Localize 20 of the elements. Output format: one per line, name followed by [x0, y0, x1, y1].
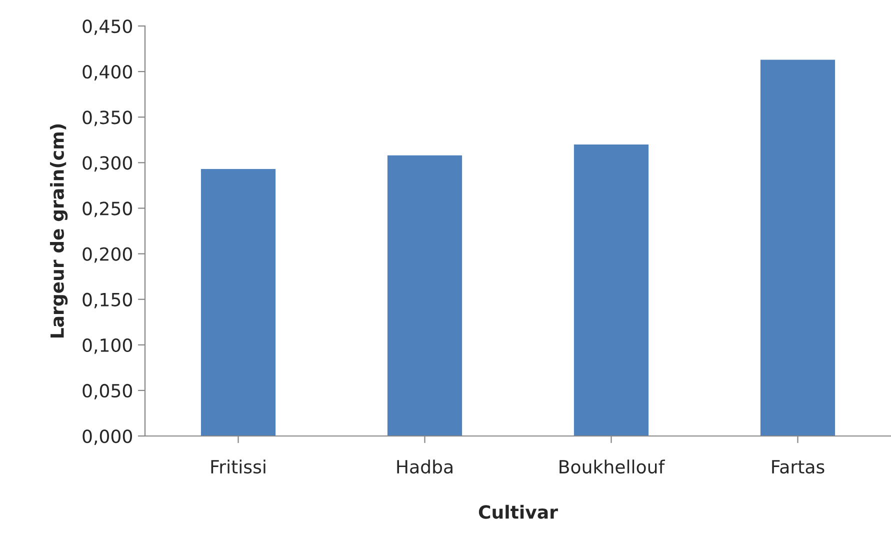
x-tick-label: Boukhellouf [560, 460, 665, 474]
y-tick-label: 0,300 [82, 156, 132, 172]
bar [574, 144, 649, 436]
x-tick-label: Fritissi [211, 460, 266, 474]
y-tick-label: 0,050 [82, 384, 132, 400]
y-tick-label: 0,150 [82, 292, 132, 308]
y-tick-label: 0,350 [82, 110, 132, 126]
bar [387, 155, 462, 436]
y-tick-label: 0,200 [82, 247, 132, 263]
y-tick-label: 0,400 [82, 65, 132, 81]
y-axis-title: Largeur de grain(cm) [50, 124, 68, 338]
x-tick-label: Hadba [397, 460, 452, 474]
y-tick-label: 0,100 [82, 338, 132, 354]
y-tick-label: 0,450 [82, 19, 132, 35]
y-tick-label: 0,000 [82, 429, 132, 445]
bar [200, 169, 276, 436]
y-tick-label: 0,250 [82, 202, 132, 218]
x-tick-label: Fartas [772, 460, 824, 474]
bar [760, 60, 836, 436]
x-axis-title: Cultivar [478, 504, 558, 519]
